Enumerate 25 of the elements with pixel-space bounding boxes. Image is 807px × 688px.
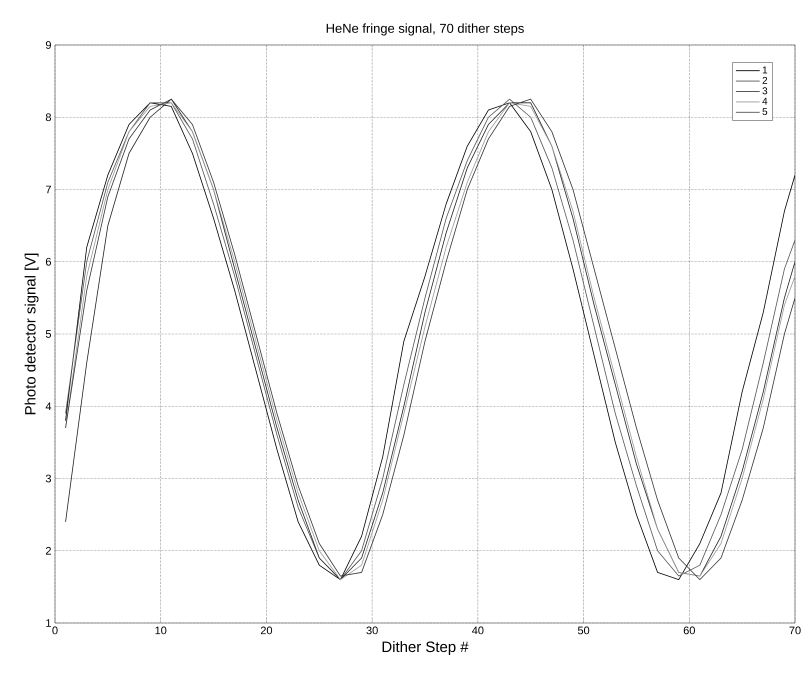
legend-label: 3: [762, 87, 768, 94]
legend-label: 5: [762, 108, 768, 116]
y-tick-label: 1: [46, 619, 51, 627]
x-tick-label: 10: [155, 626, 166, 634]
x-tick-label: 0: [52, 626, 58, 634]
y-tick-label: 4: [46, 402, 52, 410]
legend-label: 2: [762, 76, 768, 84]
x-tick-label: 40: [472, 626, 484, 634]
x-axis-title: Dither Step #: [382, 641, 469, 656]
legend-label: 4: [762, 98, 768, 105]
y-tick-label: 9: [46, 41, 51, 49]
y-tick-label: 5: [46, 330, 52, 338]
y-tick-label: 7: [46, 186, 51, 194]
y-tick-label: 2: [46, 546, 51, 555]
y-tick-label: 6: [46, 258, 51, 266]
x-tick-label: 20: [260, 626, 272, 634]
x-tick-label: 50: [578, 626, 590, 634]
y-axis-title: Photo detector signal [V]: [24, 254, 39, 414]
y-tick-label: 3: [46, 474, 51, 482]
x-tick-label: 30: [366, 626, 378, 634]
x-tick-label: 60: [684, 626, 695, 634]
legend-label: 1: [762, 66, 768, 74]
y-tick-label: 8: [46, 113, 51, 122]
x-tick-label: 70: [789, 626, 801, 634]
chart-title: HeNe fringe signal, 70 dither steps: [326, 23, 524, 36]
